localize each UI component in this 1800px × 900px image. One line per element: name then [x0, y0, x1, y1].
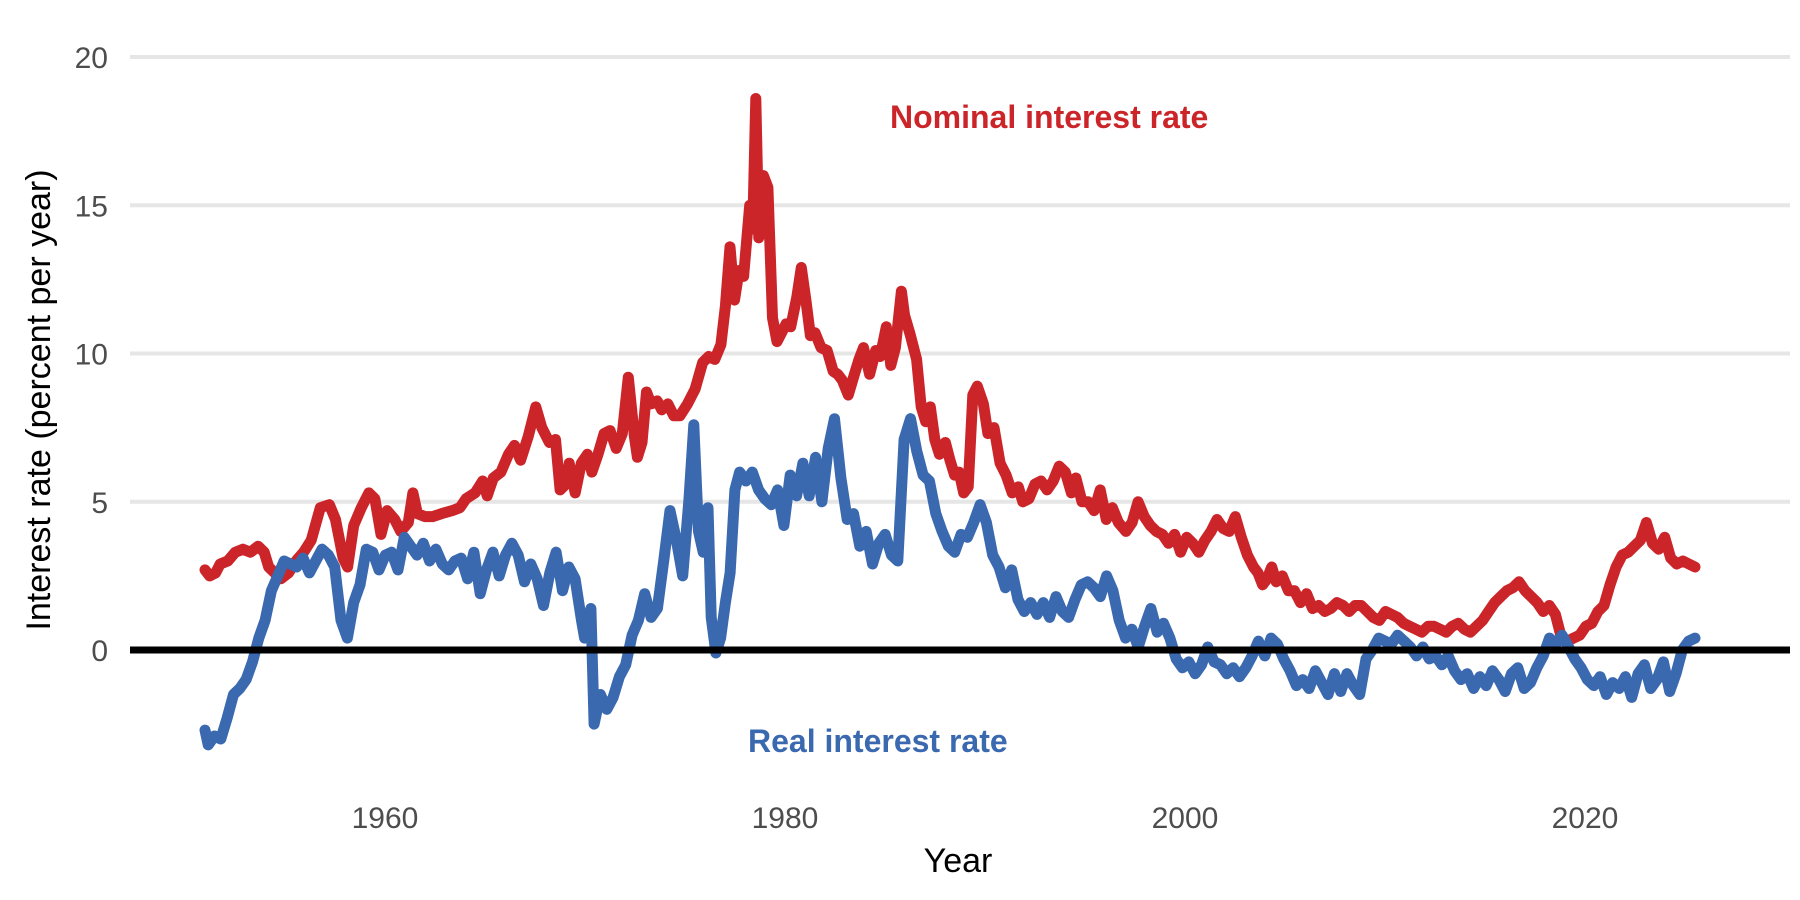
y-tick-label: 10	[75, 339, 108, 372]
gridlines	[130, 55, 1790, 504]
y-tick-label: 20	[75, 42, 108, 75]
series-lines	[199, 93, 1701, 751]
x-tick-label: 2020	[1552, 802, 1619, 835]
real-rate-line	[199, 413, 1701, 751]
y-tick-label: 0	[91, 635, 108, 668]
y-axis-ticks: 0 5 10 15 20	[75, 42, 108, 668]
nominal-rate-label: Nominal interest rate	[890, 99, 1208, 135]
series-labels: Nominal interest rate Real interest rate	[748, 99, 1208, 759]
y-tick-label: 5	[91, 487, 108, 520]
x-axis-title: Year	[924, 842, 993, 880]
nominal-rate-line	[199, 93, 1701, 647]
x-tick-label: 1960	[352, 802, 419, 835]
y-tick-label: 15	[75, 190, 108, 223]
real-rate-label: Real interest rate	[748, 723, 1008, 759]
x-tick-label: 2000	[1152, 802, 1219, 835]
x-axis-ticks: 1960 1980 2000 2020	[352, 802, 1619, 835]
y-axis-title: Interest rate (percent per year)	[20, 169, 58, 630]
x-tick-label: 1980	[752, 802, 819, 835]
